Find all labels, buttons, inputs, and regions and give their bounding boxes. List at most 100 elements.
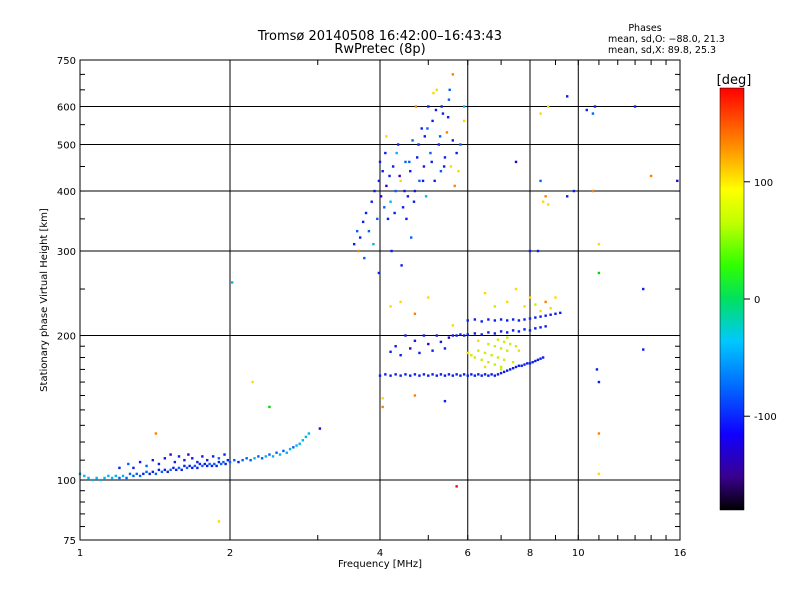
data-point (528, 317, 532, 320)
data-point (443, 399, 447, 403)
data-point (203, 462, 206, 466)
x-axis-label: Frequency [MHz] (338, 559, 422, 570)
data-point (377, 179, 381, 183)
data-point (383, 206, 386, 209)
data-point (127, 462, 130, 466)
data-point (549, 313, 552, 316)
data-point (390, 249, 393, 253)
data-point (160, 470, 164, 474)
data-point (114, 474, 118, 478)
data-point (409, 236, 413, 239)
data-point (169, 453, 172, 456)
data-point (539, 326, 542, 329)
data-point (496, 338, 500, 341)
data-point (480, 358, 483, 362)
data-point (177, 466, 181, 470)
data-point (413, 189, 417, 193)
data-point (523, 363, 526, 366)
data-point (544, 195, 547, 198)
data-point (431, 349, 434, 352)
data-point (534, 316, 537, 319)
data-point (487, 342, 490, 346)
data-point (217, 457, 221, 460)
data-point (388, 174, 391, 178)
data-point (142, 472, 145, 476)
data-point (285, 451, 288, 454)
data-point (361, 220, 365, 224)
data-point (514, 287, 518, 291)
data-point (424, 195, 428, 198)
chart-subtitle: RwPretec (8p) (334, 42, 425, 57)
data-point (523, 305, 526, 308)
data-point (298, 442, 301, 445)
data-point (187, 453, 190, 456)
data-point (528, 249, 532, 253)
data-point (278, 453, 282, 456)
data-point (499, 318, 503, 321)
data-point (462, 373, 466, 376)
plot-frame (79, 59, 681, 541)
data-point (451, 374, 455, 377)
data-point (554, 296, 557, 299)
data-point (505, 336, 509, 339)
x-tick-labels: 1 2 4 6 8 10 16 (77, 548, 687, 559)
data-point (201, 464, 204, 468)
data-point (399, 300, 402, 304)
data-point (372, 242, 375, 246)
data-point (462, 105, 466, 108)
data-point (455, 373, 458, 376)
data-point (505, 319, 509, 322)
data-point (633, 105, 637, 108)
data-point (196, 460, 199, 464)
data-point (268, 405, 271, 409)
data-point (169, 468, 172, 472)
data-point (148, 472, 151, 476)
data-point (275, 451, 278, 454)
data-point (381, 397, 384, 400)
y-tick-labels: 75 100 200 300 400 500 600 750 (57, 56, 76, 547)
data-point (107, 474, 110, 478)
data-point (399, 179, 402, 183)
data-point (546, 105, 550, 108)
data-point (505, 349, 509, 352)
data-point (511, 360, 515, 364)
data-point (418, 179, 421, 183)
x-tick-label: 10 (572, 548, 585, 559)
data-point (389, 374, 392, 377)
data-point (531, 360, 534, 364)
data-point (358, 236, 362, 239)
data-point (508, 368, 512, 371)
data-point (128, 472, 132, 476)
data-point (459, 143, 462, 146)
data-point (443, 156, 447, 159)
data-point (593, 105, 597, 108)
data-point (384, 373, 387, 376)
data-point (421, 179, 425, 183)
data-point (546, 203, 550, 206)
y-tick-label: 500 (57, 141, 76, 152)
data-point (539, 357, 542, 360)
data-point (205, 458, 209, 462)
data-point (292, 446, 295, 449)
data-point (523, 328, 526, 331)
data-point (364, 211, 368, 215)
data-point (470, 353, 473, 357)
y-tick-label: 100 (57, 476, 76, 487)
data-point (565, 195, 569, 198)
data-point (404, 334, 407, 337)
data-point (385, 135, 388, 138)
data-point (493, 332, 497, 335)
data-point (318, 427, 322, 430)
data-point (400, 264, 403, 267)
data-point (415, 156, 419, 159)
data-point (391, 165, 395, 168)
data-point (145, 470, 148, 474)
data-point (451, 334, 455, 337)
data-point (455, 334, 458, 337)
data-point (443, 347, 447, 350)
data-point (490, 373, 493, 376)
data-point (448, 88, 451, 92)
data-point (408, 160, 411, 164)
data-point (539, 315, 542, 318)
data-point (502, 358, 506, 362)
